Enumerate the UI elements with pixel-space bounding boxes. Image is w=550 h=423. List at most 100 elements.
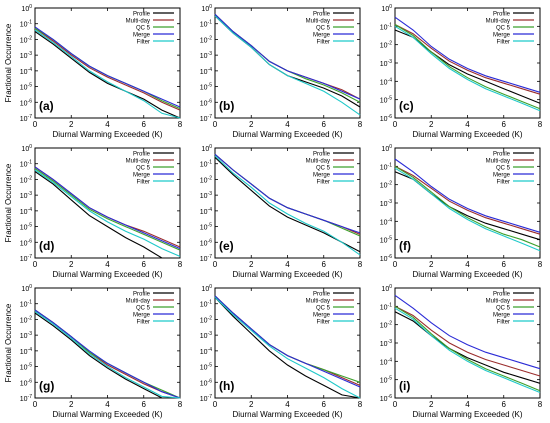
y-tick-label: 10-2 (380, 321, 392, 330)
panel-label: (a) (39, 99, 54, 113)
plot-frame (214, 147, 361, 259)
y-tick-label: 10-7 (20, 254, 32, 263)
legend-label: Filter (137, 320, 150, 326)
x-axis-title: Diurnal Warming Exceeded (K) (53, 410, 163, 419)
panel-b: 10-7 10-6 10-5 10-4 10-3 10-2 10-1 100 0 2 4 6 8 Prof… (200, 4, 363, 139)
x-axis-title: Diurnal Warming Exceeded (K) (53, 130, 163, 139)
series-line-profile (394, 311, 541, 384)
legend-label: Profile (133, 12, 151, 18)
legend-label: Filter (317, 40, 330, 46)
series-line-qc-5 (394, 305, 541, 392)
x-tick-label: 2 (69, 400, 74, 409)
series-line-merge (214, 295, 361, 388)
y-tick-label: 10-1 (200, 160, 212, 169)
panel-label: (f) (399, 239, 411, 253)
legend-label: QC 5 (316, 26, 331, 32)
x-tick-label: 6 (322, 400, 327, 409)
y-tick-label: 10-1 (380, 22, 392, 31)
x-tick-label: 2 (249, 260, 254, 269)
x-tick-label: 4 (285, 400, 290, 409)
legend-label: Profile (493, 152, 511, 158)
y-tick-label: 10-7 (20, 394, 32, 403)
series-line-filter (34, 29, 181, 119)
legend-label: Merge (313, 33, 331, 39)
legend-label: Multi-day (126, 159, 150, 165)
x-tick-label: 0 (393, 400, 398, 409)
series-line-merge (214, 13, 361, 100)
legend-label: Multi-day (486, 19, 510, 25)
x-tick-label: 8 (178, 260, 183, 269)
series-line-qc-5 (394, 165, 541, 248)
x-tick-label: 2 (69, 260, 74, 269)
panel-h: 10-7 10-6 10-5 10-4 10-3 10-2 10-1 100 0 2 4 6 8 Prof… (200, 284, 363, 419)
series-line-qc-5 (394, 24, 541, 110)
panel-label: (d) (39, 239, 54, 253)
x-tick-label: 2 (429, 120, 434, 129)
series-line-filter (34, 311, 181, 399)
series-line-merge (34, 309, 181, 399)
x-tick-label: 2 (429, 400, 434, 409)
y-tick-label: 10-3 (200, 51, 212, 60)
legend-label: Profile (133, 292, 151, 298)
panel-e: 10-7 10-6 10-5 10-4 10-3 10-2 10-1 100 0 2 4 6 8 Prof… (200, 144, 363, 279)
y-tick-label: 10-6 (20, 98, 32, 107)
legend-label: Multi-day (306, 19, 330, 25)
series-line-merge (394, 158, 541, 233)
y-tick-label: 10-7 (20, 114, 32, 123)
legend-label: QC 5 (496, 306, 511, 312)
legend-label: Multi-day (306, 159, 330, 165)
legend-label: Merge (493, 313, 511, 319)
y-tick-label: 10-2 (200, 35, 212, 44)
x-tick-label: 6 (322, 120, 327, 129)
series-line-filter (214, 155, 361, 256)
x-tick-label: 4 (105, 260, 110, 269)
x-tick-label: 8 (538, 260, 543, 269)
legend-label: Merge (133, 33, 151, 39)
x-tick-label: 4 (285, 120, 290, 129)
panel-label: (g) (39, 379, 54, 393)
x-tick-label: 6 (502, 260, 507, 269)
x-tick-label: 8 (358, 400, 363, 409)
y-tick-label: 100 (381, 284, 392, 293)
x-tick-label: 6 (142, 120, 147, 129)
legend-label: Filter (137, 180, 150, 186)
y-tick-label: 10-2 (380, 181, 392, 190)
x-tick-label: 0 (33, 400, 38, 409)
legend-label: QC 5 (316, 166, 331, 172)
y-tick-label: 100 (21, 144, 32, 153)
y-tick-label: 10-4 (20, 67, 32, 76)
series-line-qc-5 (34, 167, 181, 251)
x-tick-label: 4 (105, 400, 110, 409)
y-tick-label: 10-3 (200, 191, 212, 200)
y-tick-label: 10-7 (200, 394, 212, 403)
legend-label: Merge (493, 173, 511, 179)
x-tick-label: 2 (249, 400, 254, 409)
series-line-filter (214, 15, 361, 116)
x-tick-label: 8 (358, 260, 363, 269)
series-line-multi-day (394, 165, 541, 235)
y-tick-label: 10-4 (380, 217, 392, 226)
legend-label: Filter (497, 320, 510, 326)
y-tick-label: 10-3 (20, 51, 32, 60)
plot-frame (34, 147, 181, 259)
x-tick-label: 4 (465, 120, 470, 129)
legend-label: Profile (133, 152, 151, 158)
y-tick-label: 10-2 (380, 41, 392, 50)
y-tick-label: 100 (21, 4, 32, 13)
y-tick-label: 10-7 (200, 254, 212, 263)
legend-label: QC 5 (136, 166, 151, 172)
legend-label: Merge (313, 313, 331, 319)
x-tick-label: 0 (213, 400, 218, 409)
x-axis-title: Diurnal Warming Exceeded (K) (413, 270, 523, 279)
y-tick-label: 10-6 (200, 238, 212, 247)
y-tick-label: 10-6 (20, 378, 32, 387)
y-tick-label: 10-4 (20, 347, 32, 356)
plot-frame (34, 287, 181, 399)
y-tick-label: 10-3 (380, 59, 392, 68)
y-tick-label: 10-3 (20, 191, 32, 200)
y-tick-label: 10-5 (200, 363, 212, 372)
x-axis-title: Diurnal Warming Exceeded (K) (413, 410, 523, 419)
x-tick-label: 6 (142, 400, 147, 409)
y-tick-label: 10-5 (200, 83, 212, 92)
